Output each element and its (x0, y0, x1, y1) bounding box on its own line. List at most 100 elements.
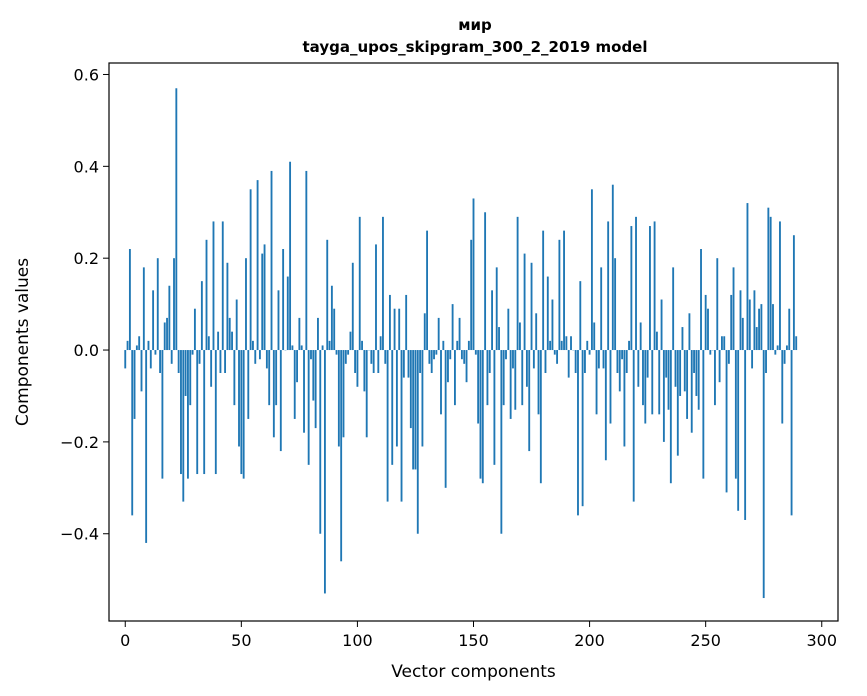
bar (470, 239, 473, 351)
bar (769, 216, 772, 351)
bar (335, 350, 338, 355)
bar (767, 207, 770, 351)
bar (412, 350, 415, 470)
bar (611, 184, 614, 351)
y-tick-label: 0.2 (74, 249, 99, 268)
bar (307, 350, 310, 465)
bar (570, 336, 572, 351)
bar (240, 350, 243, 475)
bar (159, 350, 162, 373)
bar (519, 322, 521, 351)
bar (398, 308, 401, 351)
bar (154, 350, 157, 355)
bar (166, 317, 168, 351)
bar (653, 221, 656, 351)
bar (356, 350, 359, 387)
bar (741, 317, 744, 351)
bar (277, 290, 280, 351)
bar (753, 290, 756, 351)
bar (317, 317, 319, 351)
bar (553, 350, 556, 355)
bar (384, 350, 387, 364)
bar (133, 350, 136, 419)
bar (646, 350, 649, 378)
bar (252, 340, 254, 351)
bar (762, 350, 765, 599)
bar (391, 350, 394, 465)
bar (709, 350, 712, 355)
bar (697, 350, 700, 410)
bar (525, 350, 528, 387)
bar (720, 336, 723, 351)
bar (463, 350, 466, 364)
y-tick-label: −0.4 (60, 525, 99, 544)
bar (189, 350, 192, 406)
bar (465, 350, 468, 383)
bar (792, 235, 795, 351)
bar (126, 340, 129, 351)
bar (625, 350, 628, 373)
bar (375, 244, 377, 351)
bar (539, 350, 542, 484)
bar (365, 350, 368, 438)
bar (340, 350, 343, 562)
bar (407, 350, 410, 378)
bar (210, 350, 213, 387)
bar (140, 350, 143, 392)
bar (779, 221, 781, 351)
bar-series (124, 88, 798, 599)
bar (282, 249, 285, 351)
bar (354, 350, 357, 373)
bar (177, 350, 180, 373)
bar (131, 350, 134, 516)
bar (314, 350, 317, 429)
bar (193, 308, 196, 351)
bar (758, 308, 760, 351)
bar (502, 350, 505, 406)
bar (584, 350, 586, 373)
bar (217, 331, 220, 351)
bar (751, 350, 754, 369)
bar (377, 350, 380, 373)
bar (688, 313, 691, 351)
bar (458, 317, 461, 351)
bar (660, 299, 663, 351)
bar (289, 161, 292, 351)
bar (419, 350, 422, 373)
bar (616, 350, 619, 373)
y-axis: −0.4 −0.2 0.0 0.2 0.4 0.6 (60, 65, 109, 544)
bar (556, 350, 559, 364)
bar (484, 212, 487, 351)
bar (491, 290, 493, 351)
x-axis: 0 50 100 150 200 250 300 (120, 621, 837, 650)
bar (460, 350, 463, 360)
plot-frame (108, 62, 839, 622)
bar (400, 350, 403, 502)
bar (451, 304, 454, 351)
bar (156, 258, 159, 351)
bar (300, 345, 303, 351)
bar (124, 350, 127, 369)
bar (170, 350, 173, 364)
bar (393, 308, 396, 351)
bar (746, 203, 749, 351)
bar (474, 350, 477, 355)
bar (674, 350, 677, 387)
bar (435, 350, 438, 355)
bar (349, 331, 352, 351)
bar (363, 350, 366, 392)
bar (235, 299, 238, 351)
bar (128, 249, 131, 351)
bar (655, 331, 658, 351)
bar (621, 350, 624, 360)
bar (702, 350, 705, 479)
bar (263, 244, 266, 351)
x-tick-label: 100 (342, 631, 373, 650)
chart-title: мир (458, 16, 492, 34)
bar (667, 350, 670, 410)
bar (351, 262, 354, 351)
bar (256, 180, 259, 351)
bar (180, 350, 182, 475)
bar (676, 350, 679, 456)
bar (665, 350, 668, 378)
